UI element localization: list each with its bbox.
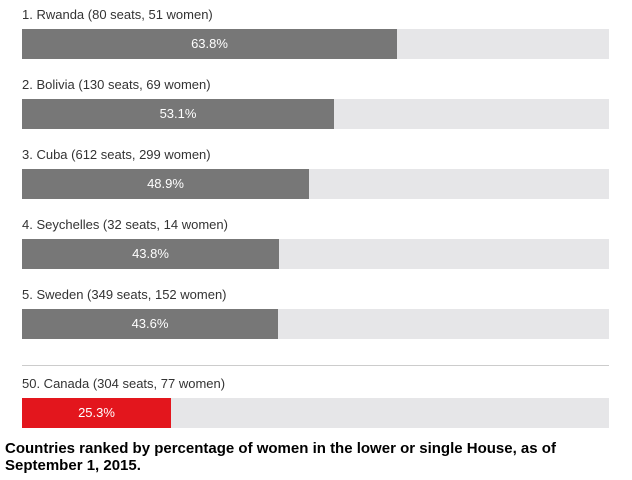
bar-value-label: 25.3% — [78, 405, 115, 420]
bar-track: 43.8% — [22, 239, 609, 269]
bar-category-label: 5. Sweden (349 seats, 152 women) — [22, 287, 227, 302]
bar — [22, 99, 334, 129]
bar-track: 63.8% — [22, 29, 609, 59]
bar-value-label: 63.8% — [191, 36, 228, 51]
bar-category-label: 3. Cuba (612 seats, 299 women) — [22, 147, 211, 162]
bar-track: 25.3% — [22, 398, 609, 428]
bar-track: 43.6% — [22, 309, 609, 339]
bar — [22, 239, 279, 269]
bar-value-label: 43.8% — [132, 246, 169, 261]
bar — [22, 169, 309, 199]
bar-value-label: 48.9% — [147, 176, 184, 191]
bar-category-label: 1. Rwanda (80 seats, 51 women) — [22, 7, 213, 22]
bar-track: 53.1% — [22, 99, 609, 129]
bar-category-label: 50. Canada (304 seats, 77 women) — [22, 376, 226, 391]
chart-caption: Countries ranked by percentage of women … — [5, 440, 556, 474]
separator — [22, 365, 609, 366]
bar — [22, 398, 171, 428]
bar-category-label: 4. Seychelles (32 seats, 14 women) — [22, 217, 228, 232]
bar — [22, 29, 397, 59]
bar-category-label: 2. Bolivia (130 seats, 69 women) — [22, 77, 211, 92]
bar — [22, 309, 278, 339]
bar-value-label: 53.1% — [159, 106, 197, 121]
bar-value-label: 43.6% — [131, 316, 169, 331]
bar-track: 48.9% — [22, 169, 609, 199]
